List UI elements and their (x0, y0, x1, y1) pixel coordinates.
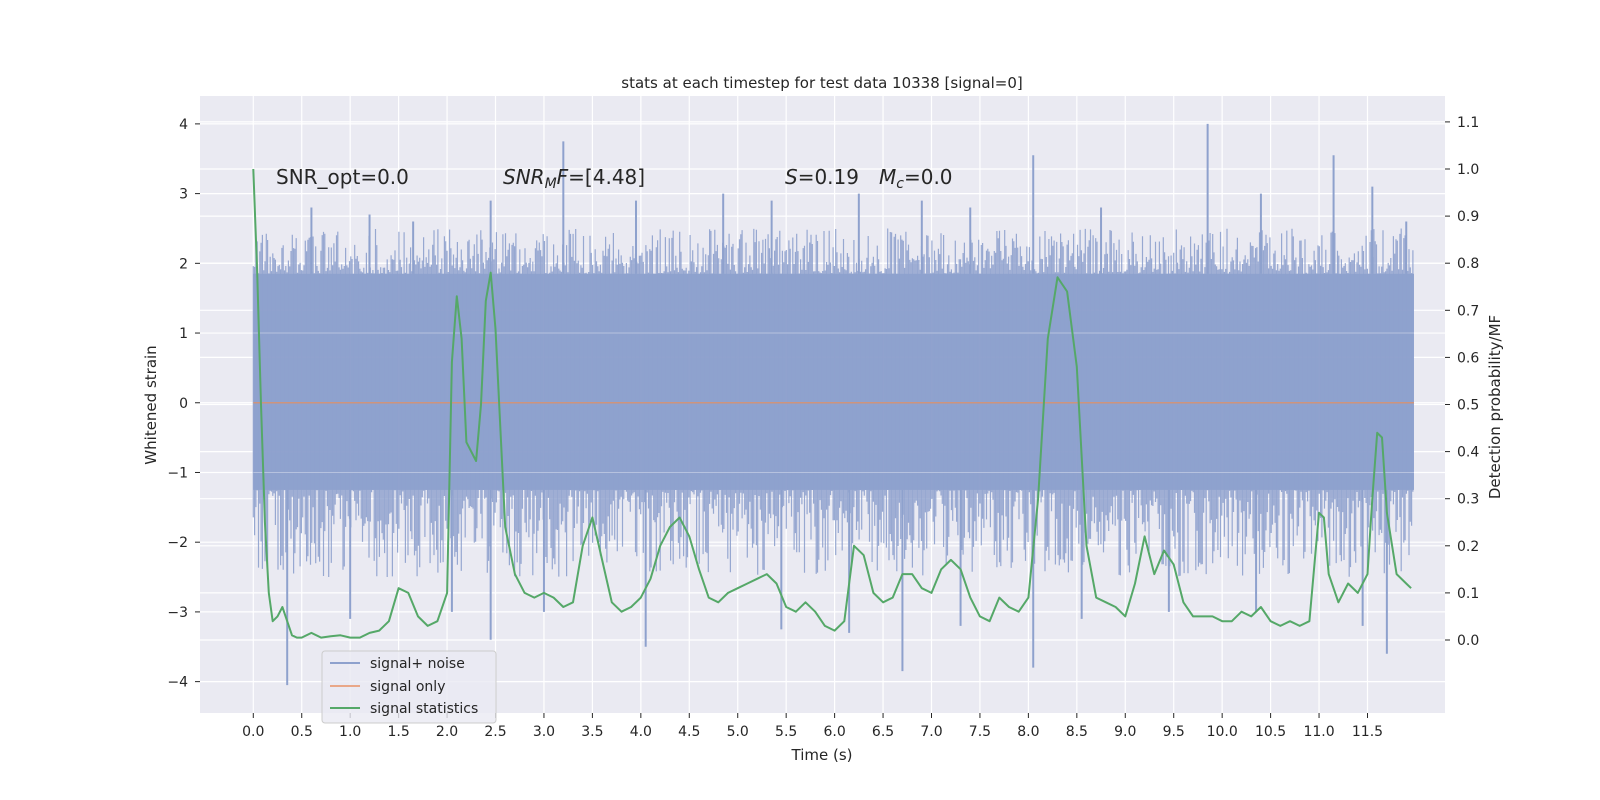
signal-noise-series (252, 123, 1414, 686)
annotation-s: S=0.19 (785, 165, 859, 189)
x-tick-label: 7.5 (969, 724, 991, 740)
x-tick-label: 1.5 (387, 724, 409, 740)
x-tick-label: 11.0 (1303, 724, 1334, 740)
x-tick-label: 9.0 (1114, 724, 1136, 740)
x-tick-label: 11.5 (1352, 724, 1383, 740)
legend-label-signal-only: signal only (370, 679, 445, 695)
legend: signal+ noise signal only signal statist… (321, 650, 497, 724)
x-tick-label: 9.5 (1163, 724, 1185, 740)
y2-tick-label: 0.3 (1457, 492, 1479, 508)
annotation-mc: Mc=0.0 (879, 165, 953, 192)
y-tick-label: −2 (167, 535, 188, 551)
y2-tick-label: 0.7 (1457, 303, 1479, 319)
legend-label-signal-noise: signal+ noise (370, 656, 465, 672)
y2-tick-label: 0.9 (1457, 209, 1479, 225)
snr-mf-value: =[4.48] (568, 165, 645, 189)
y-tick-label: 0 (179, 396, 188, 412)
y-tick-label: −1 (167, 465, 188, 481)
y2-tick-label: 0.2 (1457, 539, 1479, 555)
y2-tick-label: 1.0 (1457, 162, 1479, 178)
x-tick-label: 10.0 (1207, 724, 1238, 740)
x-tick-label: 2.0 (436, 724, 458, 740)
annotation-snr-mf: SNRMF=[4.48] (503, 165, 645, 192)
x-tick-label: 2.5 (484, 724, 506, 740)
x-tick-label: 7.0 (920, 724, 942, 740)
x-tick-label: 4.5 (678, 724, 700, 740)
x-axis-label: Time (s) (791, 746, 853, 764)
x-tick-label: 8.5 (1066, 724, 1088, 740)
y-tick-label: 3 (179, 187, 188, 203)
x-tick-label: 3.5 (581, 724, 603, 740)
signal-statistics-series (252, 168, 1412, 639)
mc-subscript: c (896, 176, 904, 192)
x-tick-label: 0.5 (291, 724, 313, 740)
y2-axis-label: Detection probability/MF (1486, 315, 1504, 499)
mc-value: =0.0 (904, 165, 953, 189)
x-tick-label: 5.5 (775, 724, 797, 740)
y2-tick-label: 0.8 (1457, 256, 1479, 272)
y2-axis-ticks: 1.1 1.0 0.9 0.8 0.7 0.6 0.5 0.4 0.3 0.2 0.1 0.0 (1445, 115, 1479, 649)
y-axis-ticks: 4 3 2 1 0 −1 −2 −3 −4 (167, 117, 200, 691)
chart-title: stats at each timestep for test data 103… (621, 74, 1022, 92)
y-tick-label: 1 (179, 326, 188, 342)
x-tick-label: 5.0 (727, 724, 749, 740)
annotation-snr-opt: SNR_opt=0.0 (276, 165, 409, 189)
y-tick-label: −3 (167, 605, 188, 621)
s-italic: S (785, 165, 798, 189)
x-tick-label: 10.5 (1255, 724, 1286, 740)
annotations: SNR_opt=0.0 SNRMF=[4.48] S=0.19 Mc=0.0 (276, 165, 953, 192)
y2-tick-label: 0.1 (1457, 586, 1479, 602)
y-tick-label: 2 (179, 256, 188, 272)
y-tick-label: 4 (179, 117, 188, 133)
legend-box (321, 650, 497, 724)
x-tick-label: 0.0 (242, 724, 264, 740)
y-axis-label: Whitened strain (142, 345, 160, 464)
legend-label-signal-statistics: signal statistics (370, 701, 478, 717)
x-tick-label: 6.0 (823, 724, 845, 740)
x-tick-label: 6.5 (872, 724, 894, 740)
snr-mf-italic2: F (557, 165, 569, 189)
y2-tick-label: 0.5 (1457, 398, 1479, 414)
y2-tick-label: 0.6 (1457, 350, 1479, 366)
x-tick-label: 1.0 (339, 724, 361, 740)
x-axis-ticks: 0.0 0.5 1.0 1.5 2.0 2.5 3.0 3.5 4.0 4.5 5.0 5.5 6.0 6… (242, 713, 1383, 740)
x-tick-label: 4.0 (630, 724, 652, 740)
snr-mf-italic: SNR (503, 165, 545, 189)
snr-mf-subscript: M (545, 176, 557, 192)
y2-tick-label: 0.0 (1457, 633, 1479, 649)
y2-tick-label: 1.1 (1457, 115, 1479, 131)
y-tick-label: −4 (167, 675, 188, 691)
signal-statistics-line (252, 168, 1412, 639)
x-tick-label: 8.0 (1017, 724, 1039, 740)
x-tick-label: 3.0 (533, 724, 555, 740)
y2-tick-label: 0.4 (1457, 445, 1479, 461)
s-value: =0.19 (798, 165, 859, 189)
mc-italic: M (879, 165, 896, 189)
